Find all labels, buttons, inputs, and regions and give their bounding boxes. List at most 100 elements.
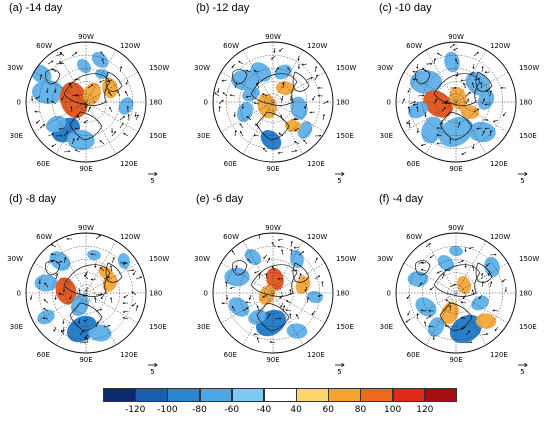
wind-vector — [74, 79, 81, 81]
wind-vector — [262, 93, 268, 97]
wind-vector-head — [312, 98, 315, 101]
colorbar-tick-label: 120 — [416, 405, 434, 415]
wind-vector-head — [304, 106, 307, 109]
wind-vector-head — [282, 81, 285, 85]
anomaly-patch — [67, 129, 95, 151]
wind-vector — [269, 341, 276, 344]
anomaly-patch — [295, 276, 311, 294]
wind-vector — [456, 71, 459, 77]
coastline — [475, 71, 493, 92]
wind-vector — [43, 299, 49, 304]
wind-vector-head — [54, 297, 57, 301]
wind-vector — [465, 262, 467, 268]
coastline — [105, 262, 123, 283]
wind-vector-head — [253, 69, 256, 72]
wind-vector — [455, 59, 459, 65]
wind-vector-head — [428, 242, 431, 245]
wind-vector — [119, 116, 125, 121]
reference-vector-head — [341, 362, 345, 368]
wind-vector — [74, 94, 81, 97]
longitude-label: 30W — [194, 64, 210, 72]
panel-title: (a) -14 day — [9, 2, 63, 14]
wind-vector-head — [99, 80, 102, 83]
wind-vector — [314, 74, 318, 81]
wind-vector — [218, 106, 221, 113]
wind-vector-head — [123, 132, 126, 135]
wind-vector-head — [221, 302, 224, 305]
wind-vector-head — [464, 249, 467, 253]
wind-vector-head — [303, 139, 306, 142]
wind-vector-head — [290, 240, 293, 244]
wind-vector-head — [489, 89, 492, 93]
longitude-label: 30W — [377, 255, 393, 263]
colorbar-tick-label: -100 — [157, 405, 178, 415]
wind-vector — [472, 265, 475, 272]
wind-vector — [436, 142, 443, 145]
wind-vector — [425, 111, 427, 117]
wind-vector — [51, 244, 57, 248]
panel-f: (f) -4 day 90W 60W 120W 30W 150W 0 180 30E 150E 6… — [373, 193, 539, 383]
longitude-label: 90E — [449, 165, 462, 173]
wind-vector — [469, 246, 475, 249]
wind-vector-head — [478, 77, 481, 81]
wind-vector — [481, 98, 485, 105]
wind-vector-head — [126, 105, 129, 109]
wind-vector-head — [125, 82, 128, 85]
wind-vector — [312, 95, 316, 101]
wind-vector — [285, 309, 292, 312]
polar-map: 90W 60W 120W 30W 150W 0 180 30E 150E 60E 90E 120E 5 — [194, 33, 356, 185]
wind-vector-head — [412, 103, 415, 106]
wind-vector-head — [283, 305, 286, 308]
meridian-line — [425, 240, 487, 346]
wind-vector — [99, 140, 105, 145]
wind-vector-head — [420, 268, 423, 271]
longitude-label: 120E — [120, 160, 138, 168]
wind-vector — [465, 91, 471, 97]
wind-vector-head — [281, 249, 284, 252]
wind-vector — [55, 62, 62, 65]
longitude-label: 60W — [223, 233, 239, 241]
anomaly-patch — [248, 309, 266, 325]
wind-vector-head — [471, 289, 474, 292]
longitude-label: 60E — [224, 160, 237, 168]
wind-vector-head — [311, 313, 314, 316]
wind-vector — [413, 103, 419, 106]
wind-vector — [406, 119, 411, 124]
colorbar-tick-label: 60 — [322, 405, 334, 415]
wind-vector-head — [257, 82, 260, 86]
wind-vector — [36, 119, 41, 124]
wind-vector — [59, 61, 65, 65]
wind-vector-head — [428, 309, 431, 312]
wind-vector-head — [139, 276, 143, 279]
wind-vector-head — [470, 341, 473, 344]
wind-vector-head — [62, 289, 66, 293]
wind-vector-head — [77, 114, 79, 117]
wind-vector-head — [480, 82, 483, 85]
wind-vector-head — [51, 100, 54, 103]
wind-vector-head — [261, 93, 264, 96]
reference-vector-head — [524, 362, 528, 368]
wind-vector-head — [299, 273, 302, 276]
wind-vector — [321, 281, 324, 288]
wind-vector — [54, 87, 57, 93]
longitude-label: 150W — [149, 64, 169, 72]
wind-vector-head — [59, 53, 63, 56]
meridian-line — [242, 240, 304, 346]
wind-vector-head — [60, 134, 63, 137]
wind-vector-head — [51, 60, 54, 63]
polar-map: 90W 60W 120W 30W 150W 0 180 30E 150E 60E 90E 120E 5 — [7, 224, 169, 376]
reference-vector-label: 5 — [520, 368, 524, 376]
wind-vector-head — [253, 102, 256, 105]
wind-vector-head — [226, 297, 229, 301]
wind-vector-head — [85, 337, 88, 340]
longitude-label: 150W — [336, 64, 356, 72]
wind-vector-head — [64, 257, 67, 260]
wind-vector — [135, 305, 138, 312]
panel-a: (a) -14 day 90W 60W 120W 30W 150W 0 180 30E 150E… — [3, 2, 169, 192]
wind-vector — [256, 83, 260, 89]
longitude-label: 0 — [17, 99, 21, 107]
wind-vector — [100, 294, 105, 299]
wind-vector-head — [429, 256, 432, 259]
wind-vector-head — [68, 150, 71, 153]
wind-vector-head — [82, 294, 85, 297]
